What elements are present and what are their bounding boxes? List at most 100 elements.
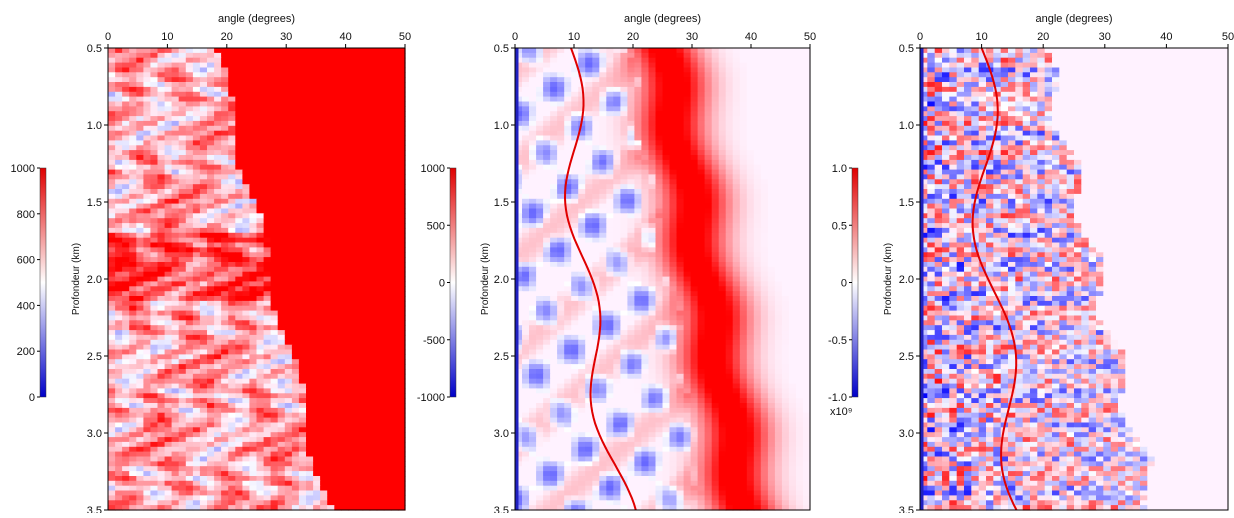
texture-cell — [143, 257, 151, 263]
texture-cell — [285, 140, 293, 146]
texture-cell — [221, 145, 229, 151]
texture-cell — [242, 106, 250, 112]
texture-cell — [384, 281, 392, 287]
texture-cell — [348, 97, 356, 103]
texture-cell — [334, 320, 342, 326]
texture-cell — [543, 121, 551, 127]
texture-cell — [550, 140, 558, 146]
texture-cell — [150, 243, 158, 249]
texture-cell — [207, 82, 215, 88]
texture-cell — [257, 238, 265, 244]
texture-cell — [377, 233, 385, 239]
texture-cell — [249, 457, 257, 463]
texture-cell — [522, 116, 530, 122]
texture-cell — [306, 457, 314, 463]
texture-cell — [327, 155, 335, 161]
texture-cell — [228, 262, 236, 268]
texture-cell — [108, 150, 116, 156]
texture-cell — [249, 311, 257, 317]
texture-cell — [271, 199, 279, 205]
texture-cell — [656, 68, 664, 74]
texture-cell — [158, 184, 166, 190]
texture-cell — [278, 165, 286, 171]
texture-cell — [754, 131, 762, 137]
texture-cell — [249, 102, 257, 108]
texture-cell — [620, 92, 628, 98]
texture-cell — [200, 408, 208, 414]
texture-cell — [264, 257, 272, 263]
texture-cell — [115, 418, 123, 424]
texture-cell — [172, 350, 180, 356]
texture-cell — [391, 486, 399, 492]
texture-cell — [522, 150, 530, 156]
texture-cell — [377, 272, 385, 278]
texture-cell — [306, 403, 314, 409]
texture-cell — [179, 199, 187, 205]
texture-cell — [122, 427, 130, 433]
texture-cell — [136, 466, 144, 472]
texture-cell — [363, 140, 371, 146]
texture-cell — [334, 140, 342, 146]
texture-cell — [179, 184, 187, 190]
texture-cell — [377, 247, 385, 253]
texture-cell — [214, 442, 222, 448]
texture-cell — [122, 423, 130, 429]
texture-cell — [228, 48, 236, 54]
texture-cell — [348, 87, 356, 93]
texture-cell — [143, 306, 151, 312]
texture-cell — [684, 58, 692, 64]
texture-cell — [719, 63, 727, 69]
texture-cell — [550, 77, 558, 83]
texture-cell — [726, 121, 734, 127]
texture-cell — [150, 369, 158, 375]
texture-cell — [320, 481, 328, 487]
texture-cell — [398, 423, 406, 429]
texture-cell — [391, 92, 399, 98]
texture-cell — [200, 350, 208, 356]
texture-cell — [377, 116, 385, 122]
texture-cell — [158, 388, 166, 394]
texture-cell — [585, 121, 593, 127]
texture-cell — [705, 97, 713, 103]
texture-cell — [341, 466, 349, 472]
texture-cell — [207, 116, 215, 122]
texture-cell — [356, 106, 364, 112]
texture-cell — [257, 165, 265, 171]
texture-cell — [264, 491, 272, 497]
texture-cell — [606, 77, 614, 83]
texture-cell — [649, 48, 657, 54]
texture-cell — [150, 121, 158, 127]
texture-cell — [299, 398, 307, 404]
texture-cell — [320, 209, 328, 215]
texture-cell — [712, 155, 720, 161]
texture-cell — [306, 184, 314, 190]
texture-cell — [158, 423, 166, 429]
texture-cell — [186, 500, 194, 506]
texture-cell — [733, 82, 741, 88]
texture-cell — [398, 442, 406, 448]
texture-cell — [384, 165, 392, 171]
texture-cell — [370, 160, 378, 166]
texture-cell — [789, 53, 797, 59]
texture-cell — [115, 72, 123, 78]
texture-cell — [543, 126, 551, 132]
texture-cell — [193, 354, 201, 360]
texture-cell — [543, 97, 551, 103]
texture-cell — [207, 316, 215, 322]
texture-cell — [698, 126, 706, 132]
texture-cell — [740, 121, 748, 127]
texture-cell — [684, 72, 692, 78]
texture-cell — [165, 466, 173, 472]
texture-cell — [363, 209, 371, 215]
texture-cell — [391, 72, 399, 78]
texture-cell — [775, 63, 783, 69]
texture-cell — [221, 121, 229, 127]
texture-cell — [193, 340, 201, 346]
texture-cell — [264, 316, 272, 322]
texture-cell — [235, 320, 243, 326]
texture-cell — [264, 262, 272, 268]
texture-cell — [136, 247, 144, 253]
texture-cell — [292, 461, 300, 467]
texture-cell — [207, 311, 215, 317]
texture-cell — [334, 272, 342, 278]
